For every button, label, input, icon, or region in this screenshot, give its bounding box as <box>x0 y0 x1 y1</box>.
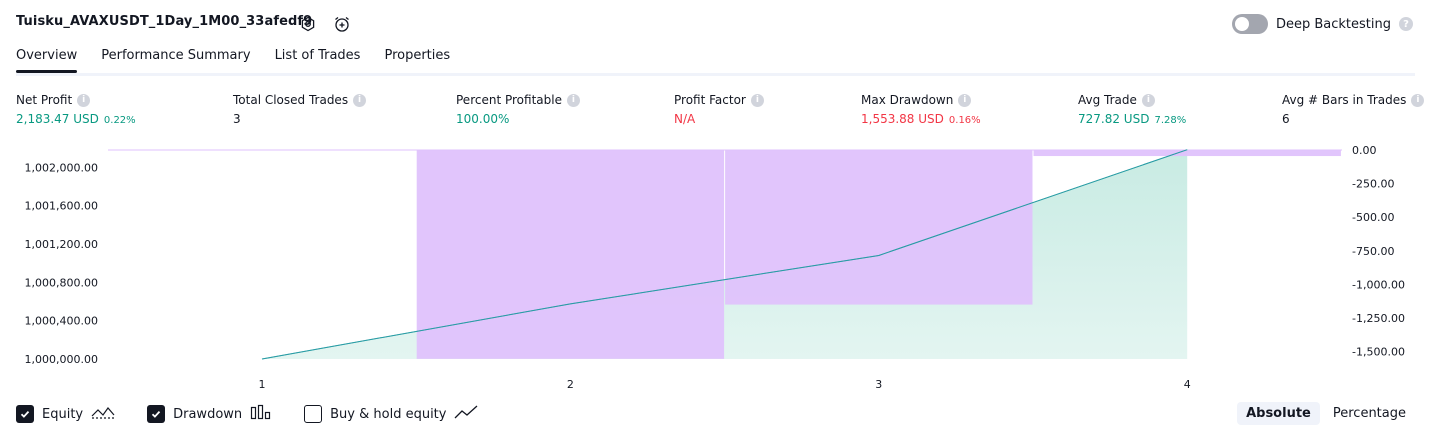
drawdown-checkbox[interactable] <box>147 405 166 423</box>
tab-properties[interactable]: Properties <box>384 48 451 63</box>
tab-performance-summary[interactable]: Performance Summary <box>101 48 251 63</box>
metric-total-closed-trades: Total Closed Trades i 3 <box>233 93 367 126</box>
info-icon[interactable]: i <box>77 93 91 107</box>
legend-label: Equity <box>42 406 84 422</box>
metric-value: 727.82 USD <box>1078 112 1150 126</box>
info-icon[interactable]: i <box>353 93 367 107</box>
value-mode-switch: Absolute Percentage <box>1237 402 1415 425</box>
x-axis-tick: 1 <box>259 378 266 391</box>
metric-max-drawdown: Max Drawdown i 1,553.88 USD 0.16% <box>861 93 981 126</box>
legend-drawdown[interactable]: Drawdown <box>147 404 272 424</box>
left-axis-tick: 1,000,000.00 <box>25 353 98 366</box>
metric-value: 1,553.88 USD <box>861 112 944 126</box>
tab-list-of-trades[interactable]: List of Trades <box>274 48 361 63</box>
left-axis-tick: 1,000,800.00 <box>25 276 98 289</box>
deep-backtesting: Deep Backtesting ? <box>1231 14 1413 34</box>
metric-label: Percent Profitable <box>456 93 562 107</box>
metric-label: Profit Factor <box>674 93 746 107</box>
equity-line-icon <box>91 404 115 424</box>
metric-percent: 0.16% <box>948 115 981 126</box>
right-axis-tick: -500.00 <box>1352 211 1394 224</box>
right-axis-tick: -250.00 <box>1352 178 1394 191</box>
chart-legend: Equity Drawdown Buy & hold equity <box>16 404 510 424</box>
alarm-add-icon[interactable] <box>333 15 351 33</box>
equity-area <box>262 149 1188 359</box>
drawdown-bar-4 <box>1033 150 1341 157</box>
right-axis-tick: -1,250.00 <box>1352 312 1405 325</box>
buy-hold-checkbox[interactable] <box>304 405 323 423</box>
metric-label: Net Profit <box>16 93 73 107</box>
metric-avg-trade: Avg Trade i 727.82 USD 7.28% <box>1078 93 1186 126</box>
help-icon[interactable]: ? <box>1399 17 1413 31</box>
settings-icon[interactable] <box>299 15 317 33</box>
info-icon[interactable]: i <box>750 93 764 107</box>
deep-backtesting-toggle[interactable] <box>1231 14 1268 34</box>
x-axis-tick: 2 <box>567 378 574 391</box>
metric-value: 6 <box>1282 112 1290 126</box>
equity-checkbox[interactable] <box>16 405 34 423</box>
right-axis-tick: 0.00 <box>1352 144 1377 157</box>
tab-overview[interactable]: Overview <box>16 48 78 73</box>
metric-value: 3 <box>233 112 241 126</box>
drawdown-bars-icon <box>250 404 272 424</box>
x-axis-tick: 4 <box>1184 378 1191 391</box>
left-axis-tick: 1,002,000.00 <box>25 161 98 174</box>
absolute-button[interactable]: Absolute <box>1237 402 1320 425</box>
metric-value: 2,183.47 USD <box>16 112 99 126</box>
metric-label: Avg Trade <box>1078 93 1137 107</box>
drawdown-bar-2 <box>416 150 725 359</box>
info-icon[interactable]: i <box>958 93 972 107</box>
tab-bar: Overview Performance Summary List of Tra… <box>16 48 451 73</box>
legend-label: Drawdown <box>173 406 243 422</box>
equity-drawdown-chart: 1,002,000.00 1,001,600.00 1,001,200.00 1,00… <box>25 144 1405 391</box>
x-axis-tick: 3 <box>875 378 882 391</box>
buy-hold-line-icon <box>454 404 478 424</box>
right-axis-tick: -750.00 <box>1352 245 1394 258</box>
legend-label: Buy & hold equity <box>330 406 447 422</box>
drawdown-bar-3 <box>725 150 1033 305</box>
legend-buy-hold-equity[interactable]: Buy & hold equity <box>304 404 478 424</box>
metric-percent-profitable: Percent Profitable i 100.00% <box>456 93 580 126</box>
info-icon[interactable]: i <box>1141 93 1155 107</box>
metric-net-profit: Net Profit i 2,183.47 USD 0.22% <box>16 93 136 126</box>
left-axis-tick: 1,001,200.00 <box>25 238 98 251</box>
right-axis-tick: -1,000.00 <box>1352 278 1405 291</box>
strategy-title: Tuisku_AVAXUSDT_1Day_1M00_33afedf9 <box>16 14 313 29</box>
metric-value: 100.00% <box>456 112 510 126</box>
equity-line-overlay <box>261 149 1188 360</box>
right-axis-tick: -1,500.00 <box>1352 346 1405 359</box>
metric-label: Total Closed Trades <box>233 93 349 107</box>
metric-profit-factor: Profit Factor i N/A <box>674 93 764 126</box>
tab-divider <box>16 73 1415 76</box>
metric-label: Max Drawdown <box>861 93 954 107</box>
left-axis-tick: 1,000,400.00 <box>25 315 98 328</box>
legend-equity[interactable]: Equity <box>16 404 115 424</box>
metric-value: N/A <box>674 112 696 126</box>
metric-percent: 7.28% <box>1154 115 1187 126</box>
metric-percent: 0.22% <box>103 115 136 126</box>
metric-avg-bars-in-trades: Avg # Bars in Trades i 6 <box>1282 93 1425 126</box>
deep-backtesting-label: Deep Backtesting <box>1275 16 1391 32</box>
info-icon[interactable]: i <box>566 93 580 107</box>
percentage-button[interactable]: Percentage <box>1332 406 1406 421</box>
metric-label: Avg # Bars in Trades <box>1282 93 1407 107</box>
info-icon[interactable]: i <box>1411 93 1425 107</box>
left-axis-tick: 1,001,600.00 <box>25 200 98 213</box>
